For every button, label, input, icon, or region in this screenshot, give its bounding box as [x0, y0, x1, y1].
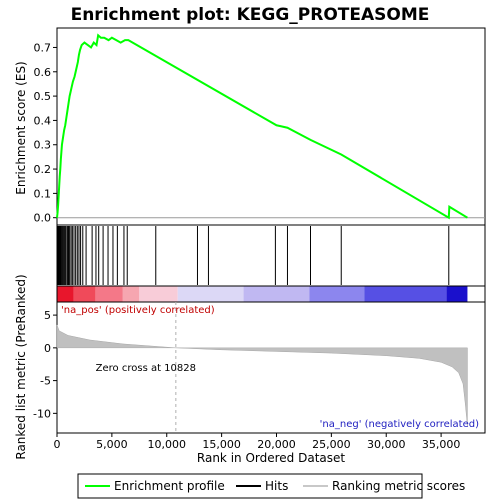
- x-tick-label: 20,000: [257, 438, 296, 451]
- x-tick-label: 0: [54, 438, 61, 451]
- ranking-metric-area: [56, 324, 468, 427]
- enrichment-profile-line: [56, 33, 468, 220]
- negative-correlation-label: 'na_neg' (negatively correlated): [320, 419, 479, 430]
- es-y-axis: 0.0 0.1 0.2 0.3 0.4 0.5 0.6 0.7: [34, 41, 485, 225]
- heat-bar-segment: [57, 286, 74, 302]
- heat-bar-segment: [73, 286, 96, 302]
- legend: Enrichment profile Hits Ranking metric s…: [77, 473, 465, 499]
- x-tick-label: 30,000: [367, 438, 406, 451]
- es-y-tick-label: 0.3: [34, 139, 52, 152]
- metric-y-tick-label: -10: [33, 407, 51, 420]
- heat-bar-segment: [122, 286, 140, 302]
- es-y-tick-label: 0.2: [34, 163, 52, 176]
- x-tick-label: 5,000: [96, 438, 128, 451]
- es-y-tick-label: 0.6: [34, 66, 52, 79]
- hit-marks: [57, 226, 450, 285]
- x-tick-label: 10,000: [147, 438, 186, 451]
- hits-frame: [56, 224, 486, 287]
- metric-frame: [56, 301, 486, 434]
- legend-metric-label: Ranking metric scores: [332, 479, 465, 493]
- x-tick-label: 15,000: [202, 438, 241, 451]
- x-axis: 0 5,000 10,000 15,000 20,000 25,000 30,000 35,0…: [54, 433, 461, 451]
- es-plot-frame: [56, 27, 486, 226]
- enrichment-score-panel: 0.0 0.1 0.2 0.3 0.4 0.5 0.6 0.7 Enrichment scor…: [14, 27, 486, 226]
- heat-bar-segment: [177, 286, 244, 302]
- es-y-tick-label: 0.7: [34, 41, 52, 54]
- ranked-metric-panel: 5 0 -5 -10 'na_pos' (positively correlated)…: [14, 274, 486, 460]
- metric-y-axis-label: Ranked list metric (PreRanked): [14, 274, 28, 459]
- hits-panel: [56, 224, 486, 303]
- metric-y-tick-label: 0: [44, 342, 51, 355]
- x-axis-label: Rank in Ordered Dataset: [197, 451, 345, 465]
- es-y-tick-label: 0.4: [34, 114, 52, 127]
- metric-y-tick-label: -5: [40, 375, 51, 388]
- chart-title: Enrichment plot: KEGG_PROTEASOME: [71, 5, 430, 25]
- heat-bar-segment: [446, 286, 468, 302]
- zero-cross-label: Zero cross at 10828: [96, 363, 196, 374]
- x-tick-label: 25,000: [312, 438, 351, 451]
- es-y-axis-label: Enrichment score (ES): [14, 61, 28, 194]
- metric-y-tick-label: 5: [44, 309, 51, 322]
- es-y-tick-label: 0.1: [34, 187, 52, 200]
- heat-bar-segment: [364, 286, 447, 302]
- heat-bar-segment: [95, 286, 123, 302]
- rank-heat-bar: [56, 285, 486, 303]
- heat-bar-segment: [243, 286, 310, 302]
- legend-hits-label: Hits: [265, 479, 288, 493]
- heat-bar-segment: [309, 286, 365, 302]
- legend-enrichment-label: Enrichment profile: [114, 479, 225, 493]
- positive-correlation-label: 'na_pos' (positively correlated): [61, 305, 215, 316]
- heat-bar-segment: [139, 286, 178, 302]
- es-y-tick-label: 0.5: [34, 90, 52, 103]
- es-y-tick-label: 0.0: [34, 212, 52, 225]
- metric-y-axis: 5 0 -5 -10: [33, 309, 57, 420]
- x-tick-label: 35,000: [422, 438, 461, 451]
